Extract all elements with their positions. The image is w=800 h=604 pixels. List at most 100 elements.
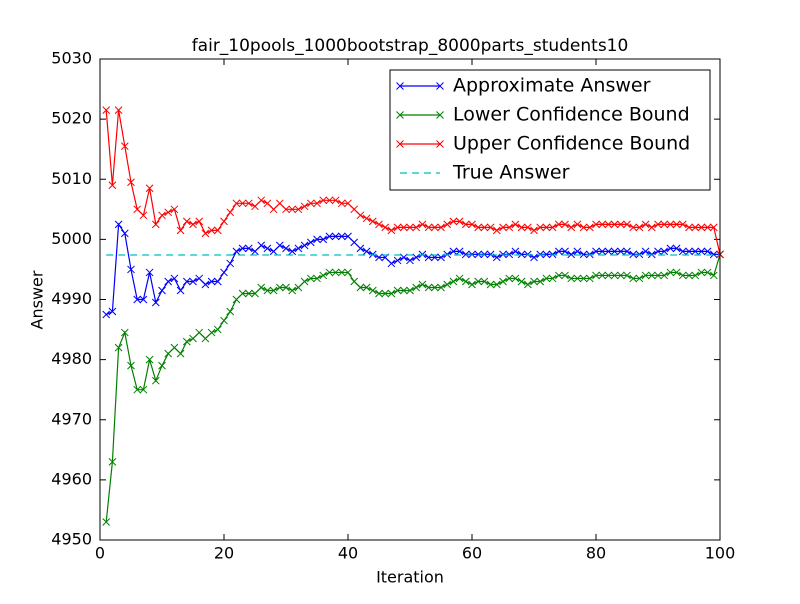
data-marker [691,271,700,280]
data-marker [505,274,514,283]
x-axis-label: Iteration [376,568,444,587]
data-marker [505,223,514,232]
data-marker [536,277,545,286]
data-marker [635,250,644,259]
data-marker [660,247,669,256]
data-marker [709,250,718,259]
data-marker [176,226,185,235]
data-marker [672,268,681,277]
data-marker [424,283,433,292]
data-marker [195,328,204,337]
data-marker [412,223,421,232]
data-marker [505,250,514,259]
data-marker [678,220,687,229]
data-marker [530,277,538,286]
data-marker [703,223,712,232]
data-marker [406,286,414,295]
data-marker [306,199,315,208]
data-marker [350,205,359,214]
data-marker [145,268,154,277]
data-marker [257,196,266,205]
legend-label: Lower Confidence Bound [453,104,690,126]
data-marker [399,253,408,262]
data-marker [393,286,402,295]
data-marker [523,250,532,259]
data-marker [443,280,452,289]
data-marker [207,328,216,337]
data-marker [251,289,259,298]
data-marker [176,286,185,295]
data-marker [300,241,309,250]
data-marker [170,205,179,214]
data-marker [455,217,464,226]
data-marker [430,223,439,232]
data-marker [561,271,569,280]
data-marker [368,250,377,259]
legend-marker [436,82,444,90]
data-marker [579,250,588,259]
data-marker [313,274,321,283]
data-marker [220,316,228,325]
y-tick-label: 4990 [51,289,92,308]
data-marker [306,274,315,283]
data-marker [257,283,266,292]
data-marker [114,220,123,229]
data-marker [585,223,594,232]
data-marker [362,214,371,223]
data-marker [145,184,154,193]
legend-marker [436,111,444,119]
data-marker [666,268,675,277]
x-tick-label: 60 [462,544,482,563]
data-marker [406,256,414,265]
data-marker [579,274,588,283]
data-marker [306,238,315,247]
y-tick-label: 5020 [51,109,92,128]
data-marker [325,268,334,277]
data-marker [623,247,631,256]
data-marker [678,247,687,256]
data-marker [139,295,148,304]
data-marker [610,220,619,229]
data-marker [344,232,352,241]
data-marker [499,250,507,259]
data-marker [294,283,303,292]
data-marker [561,247,569,256]
y-tick-label: 5030 [51,49,92,68]
data-marker [275,241,284,250]
data-marker [703,268,712,277]
data-marker [548,223,557,232]
data-marker [189,277,197,286]
data-marker [592,271,600,280]
data-marker [120,229,129,238]
data-marker [201,334,210,343]
data-marker [213,226,222,235]
data-marker [523,280,532,289]
legend-marker [436,140,444,148]
data-marker [585,250,594,259]
series-line [105,254,721,523]
chart-title: fair_10pools_1000bootstrap_8000parts_stu… [192,36,629,56]
data-marker [387,226,396,235]
data-marker [449,277,458,286]
data-marker [151,298,160,307]
data-marker [616,220,625,229]
data-marker [474,250,483,259]
y-tick-label: 4970 [51,409,92,428]
data-marker [499,277,507,286]
data-marker [244,244,253,253]
data-marker [127,361,135,370]
data-marker [127,178,135,187]
data-marker [437,283,445,292]
data-marker [102,518,111,526]
data-marker [232,295,241,304]
data-marker [269,286,278,295]
data-marker [517,223,526,232]
data-marker [294,205,303,214]
data-marker [610,271,619,280]
data-marker [133,205,142,214]
data-marker [375,220,383,229]
data-marker [461,220,470,229]
data-marker [418,250,427,259]
data-marker [567,274,576,283]
data-marker [474,277,483,286]
